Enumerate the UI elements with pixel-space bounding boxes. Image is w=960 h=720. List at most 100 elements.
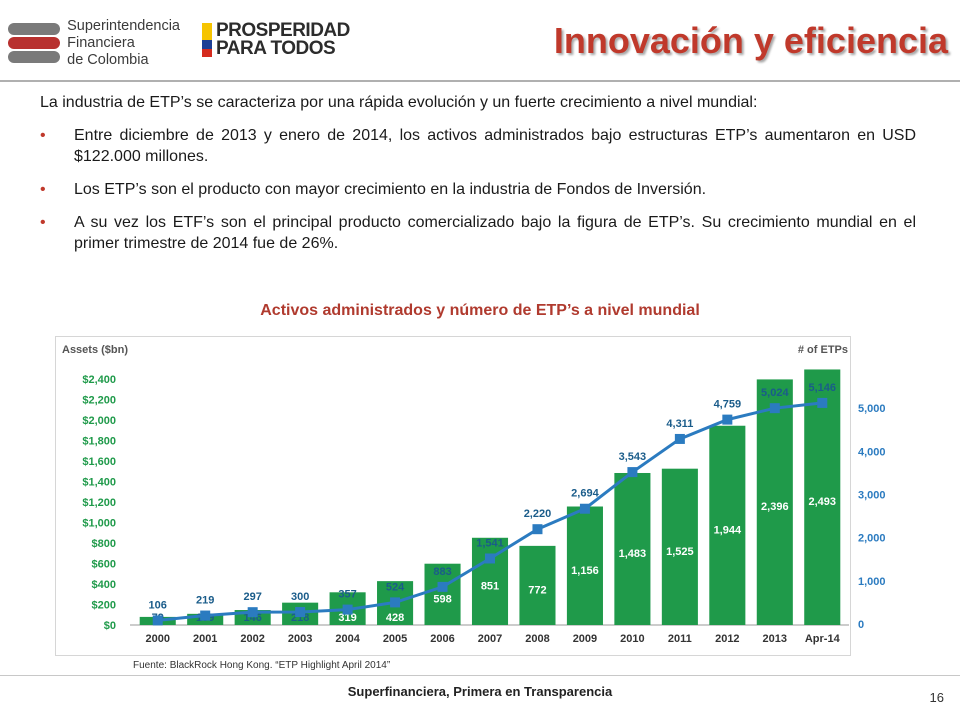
- left-tick-label: $400: [92, 579, 116, 591]
- bullet-icon: •: [40, 127, 46, 144]
- asset-bar-label: 851: [481, 580, 499, 592]
- left-axis-title: Assets ($bn): [62, 344, 128, 356]
- x-tick-label: 2010: [620, 633, 644, 645]
- x-tick-label: 2002: [240, 633, 264, 645]
- etp-count-point: [674, 433, 685, 444]
- etp-count-label: 4,311: [666, 418, 693, 430]
- campaign-line-2: PARA TODOS: [216, 38, 336, 59]
- etp-count-point: [722, 414, 733, 425]
- etp-count-label: 219: [196, 595, 214, 607]
- left-tick-label: $1,600: [82, 456, 116, 468]
- x-tick-label: 2005: [383, 633, 407, 645]
- left-tick-label: $2,200: [82, 395, 116, 407]
- asset-bar-label: 598: [433, 593, 451, 605]
- etp-count-point: [485, 553, 495, 564]
- etp-count-point: [769, 403, 780, 414]
- asset-bar: [424, 563, 461, 625]
- etp-count-label: 300: [291, 591, 309, 603]
- x-tick-label: 2001: [193, 633, 217, 645]
- left-tick-label: $1,000: [82, 518, 116, 530]
- bullet-item: • A su vez los ETF’s son el principal pro…: [40, 214, 916, 252]
- left-tick-label: $800: [92, 538, 116, 550]
- etp-count-label: 357: [338, 589, 356, 601]
- left-tick-label: $2,400: [82, 374, 116, 386]
- page-number: 16: [929, 690, 944, 705]
- colombia-flag-icon: [202, 23, 212, 57]
- etp-count-label: 1,541: [476, 537, 504, 549]
- etp-count-point: [342, 604, 353, 615]
- asset-bar: [566, 506, 603, 625]
- bullet-icon: •: [40, 181, 46, 198]
- etp-count-label: 106: [149, 599, 167, 611]
- bullet-item: • Entre diciembre de 2013 y enero de 2014…: [40, 127, 916, 165]
- x-tick-label: 2008: [525, 633, 549, 645]
- footer-divider: [0, 675, 960, 676]
- source-note: Fuente: BlackRock Hong Kong. “ETP Highli…: [133, 660, 391, 671]
- right-tick-label: 2,000: [858, 533, 886, 545]
- page-title: Innovación y eficiencia: [553, 20, 948, 61]
- chart-container: Assets ($bn) # of ETPs $0 $200 $400 $600 $800 $…: [55, 336, 851, 656]
- x-tick-label: 2006: [430, 633, 454, 645]
- asset-bar: [519, 545, 556, 625]
- asset-bar: [709, 425, 746, 625]
- etp-count-label: 4,759: [714, 399, 742, 411]
- asset-bar-label: 2,493: [809, 496, 837, 508]
- asset-bar-label: 1,944: [714, 524, 742, 536]
- right-tick-label: 1,000: [858, 576, 886, 588]
- sfc-logo: Superintendencia Financiera de Colombia: [8, 14, 180, 72]
- x-tick-label: 2009: [573, 633, 597, 645]
- x-tick-label: 2012: [715, 633, 739, 645]
- etp-count-point: [152, 615, 163, 626]
- asset-bar-label: 319: [338, 612, 356, 624]
- intro-paragraph: La industria de ETP’s se caracteriza por…: [40, 94, 758, 111]
- x-tick-label: Apr-14: [805, 633, 841, 645]
- etp-count-label: 3,543: [619, 451, 647, 463]
- x-tick-label: 2013: [763, 633, 787, 645]
- etp-count-point: [437, 581, 448, 592]
- left-tick-label: $1,200: [82, 497, 116, 509]
- etp-count-label: 297: [243, 591, 261, 603]
- chart-title: Activos administrados y número de ETP’s …: [260, 302, 700, 319]
- right-axis: 0 1,000 2,000 3,000 4,000 5,000: [858, 403, 886, 631]
- bullet-icon: •: [40, 214, 46, 231]
- etp-count-point: [247, 607, 258, 618]
- assets-etp-chart: Assets ($bn) # of ETPs $0 $200 $400 $600 $800 $…: [62, 344, 849, 645]
- asset-bar: [756, 379, 793, 625]
- left-tick-label: $200: [92, 600, 116, 612]
- etp-count-point: [200, 610, 211, 621]
- asset-bar-label: 2,396: [761, 501, 789, 513]
- bullet-item: • Los ETP’s son el producto con mayor cre…: [40, 181, 707, 198]
- sfc-logo-mark: [8, 17, 60, 69]
- left-tick-label: $2,000: [82, 415, 116, 427]
- prosperidad-logo: PROSPERIDAD PARA TODOS: [202, 20, 350, 59]
- etp-count-point: [579, 503, 590, 514]
- left-tick-label: $0: [104, 620, 116, 632]
- etp-count-label: 524: [386, 581, 405, 593]
- etp-count-point: [627, 467, 638, 478]
- left-tick-label: $1,800: [82, 436, 116, 448]
- bullet-list: • Entre diciembre de 2013 y enero de 2014…: [40, 125, 916, 254]
- footer-tagline: Superfinanciera, Primera en Transparenci…: [347, 684, 613, 699]
- etp-count-point: [390, 597, 401, 608]
- asset-bar-label: 1,483: [619, 548, 647, 560]
- etp-count-label: 2,220: [524, 508, 552, 520]
- asset-bar-label: 1,525: [666, 546, 694, 558]
- etp-count-point: [295, 607, 306, 618]
- left-tick-label: $600: [92, 559, 116, 571]
- asset-bar: [661, 468, 698, 625]
- x-tick-label: 2000: [145, 633, 169, 645]
- etp-count-label: 5,024: [761, 387, 789, 399]
- etp-count-label: 883: [433, 566, 451, 578]
- campaign-line-1: PROSPERIDAD: [216, 20, 350, 41]
- header-divider: [0, 80, 960, 82]
- asset-bar-label: 772: [528, 584, 546, 596]
- right-tick-label: 4,000: [858, 446, 886, 458]
- x-tick-label: 2004: [335, 633, 360, 645]
- right-tick-label: 5,000: [858, 403, 886, 415]
- asset-bar-label: 1,156: [571, 565, 599, 577]
- asset-bar: [614, 472, 651, 625]
- asset-bar: [804, 369, 841, 625]
- etp-count-label: 5,146: [809, 382, 837, 394]
- x-tick-label: 2011: [668, 633, 692, 645]
- etp-count-label: 2,694: [571, 488, 599, 500]
